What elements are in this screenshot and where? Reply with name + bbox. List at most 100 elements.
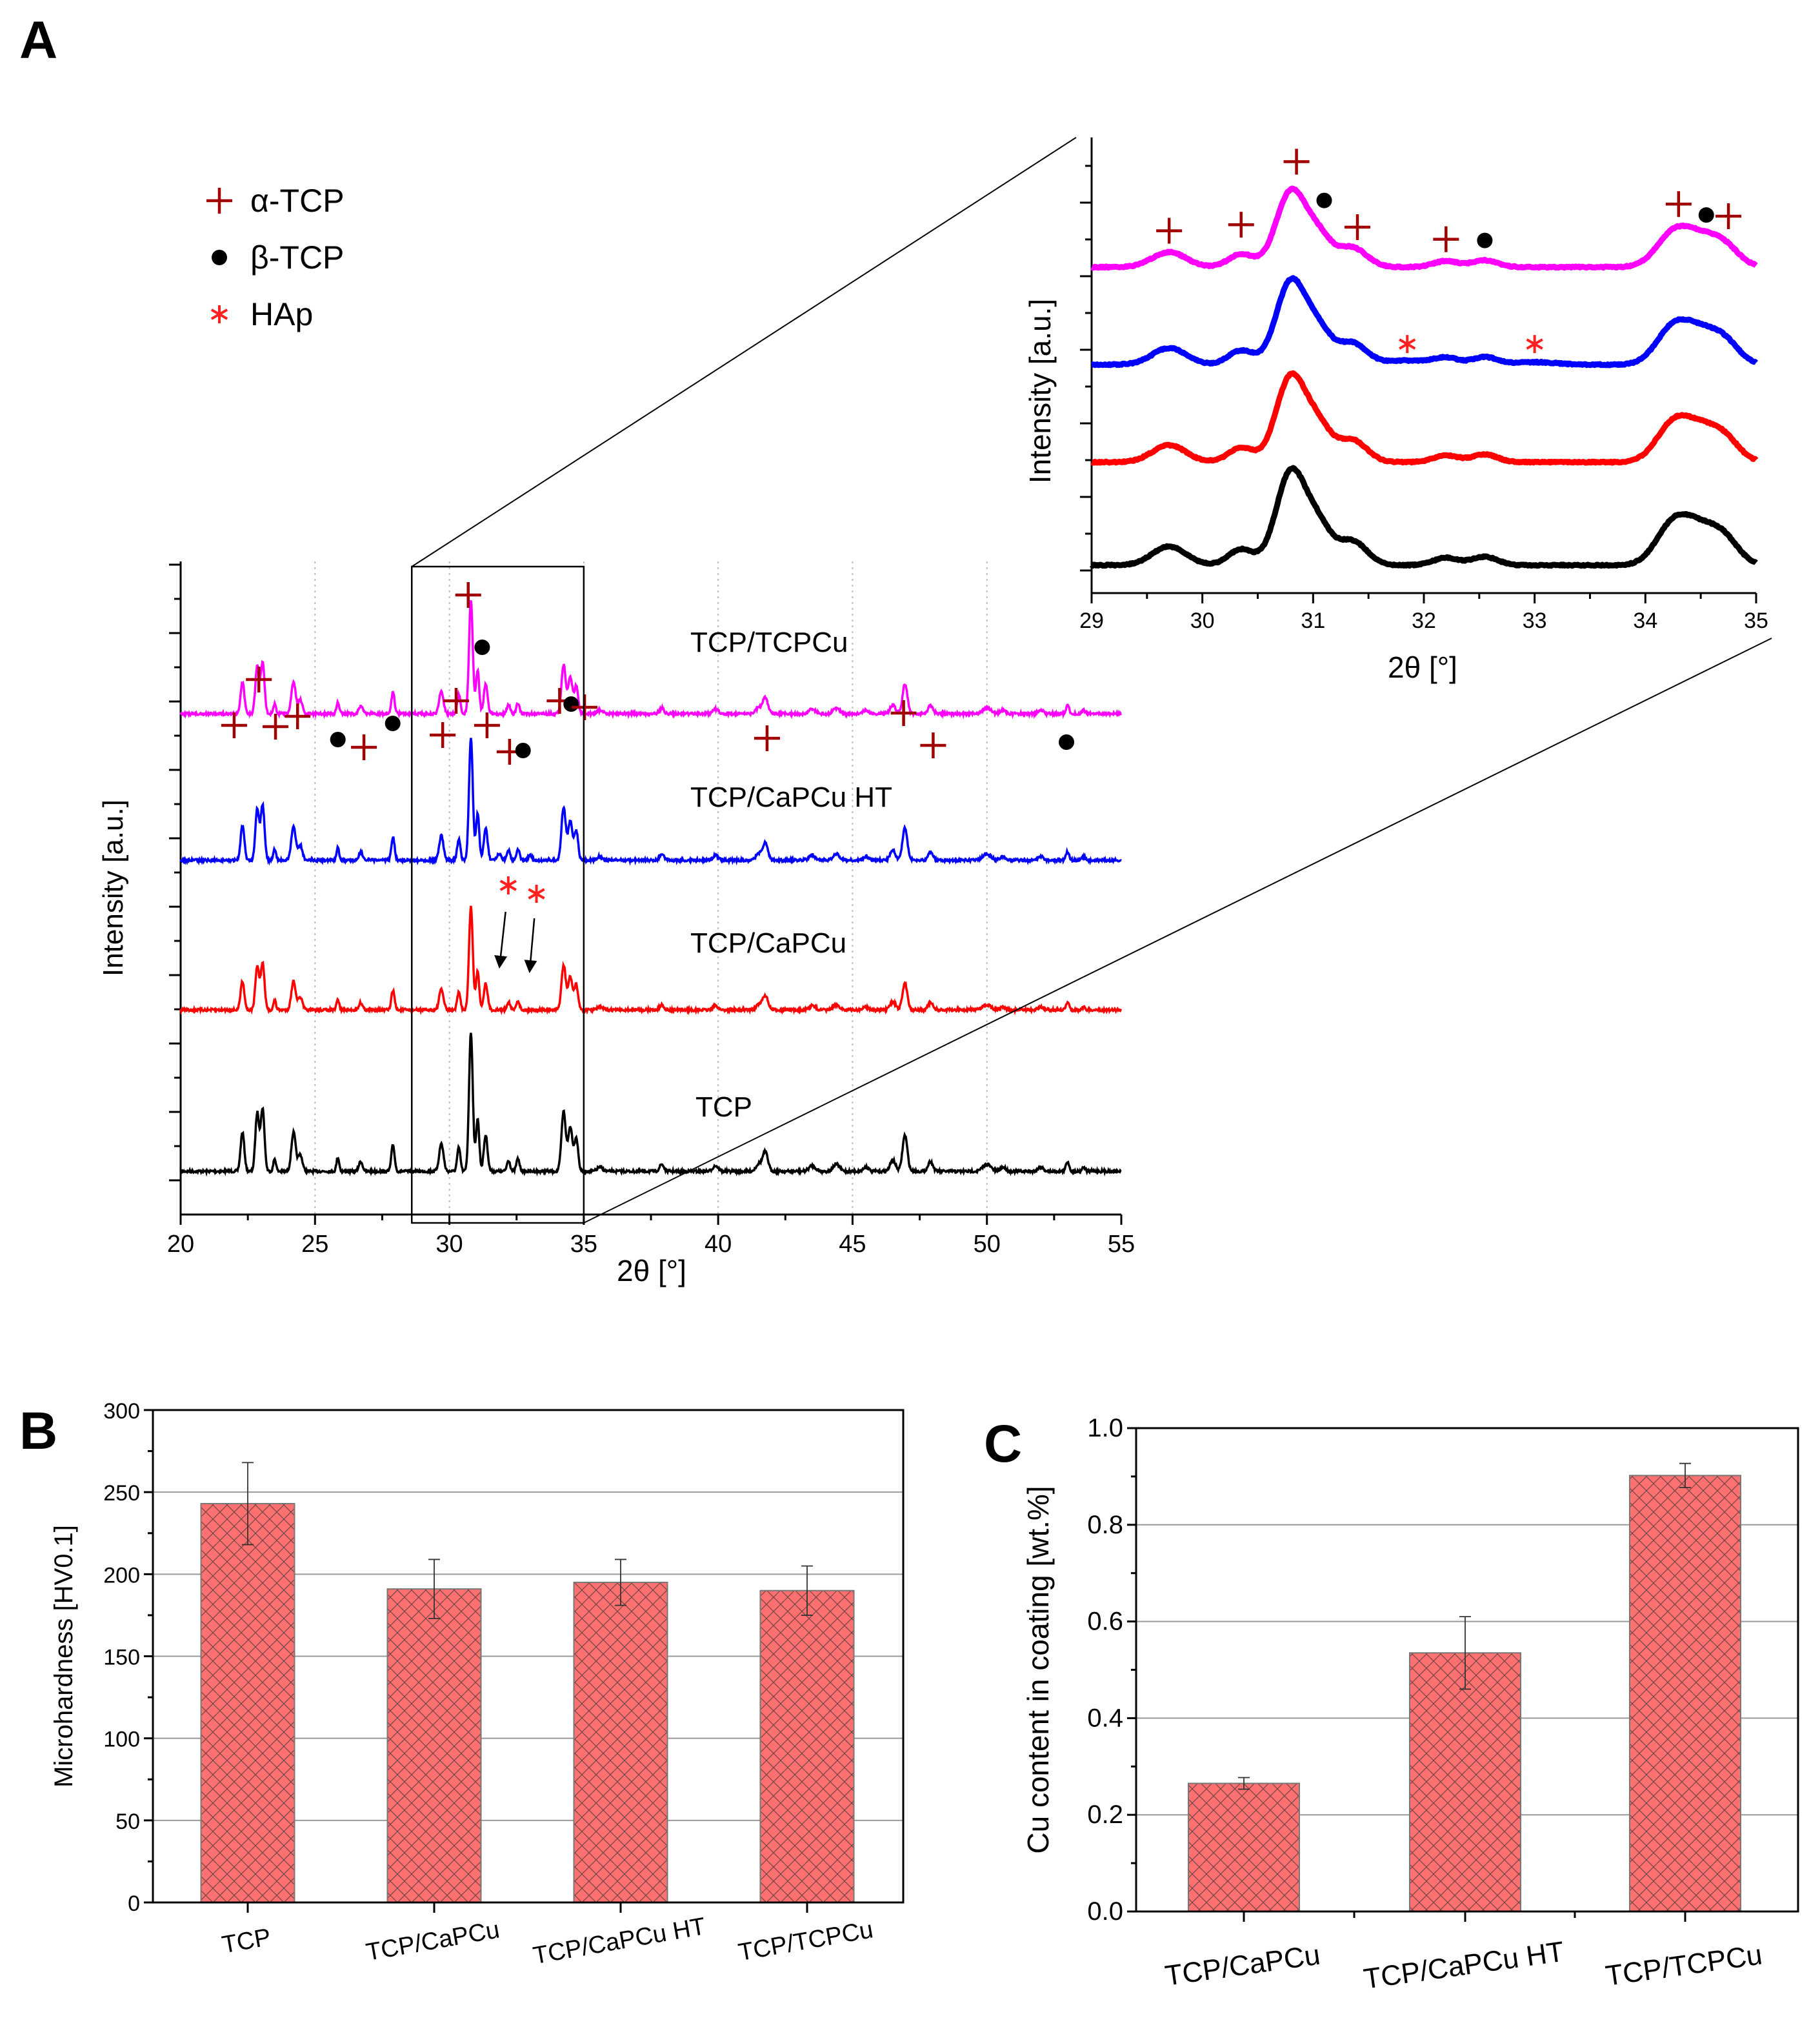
- beta-tcp-dot-marker: [385, 716, 401, 731]
- y-axis-label: Cu content in coating [wt.%]: [1021, 1486, 1055, 1853]
- zoom-connector-line: [583, 638, 1772, 1224]
- x-tick-label: TCP: [220, 1924, 273, 1959]
- beta-tcp-dot-marker: [212, 250, 227, 265]
- alpha-tcp-plus-marker: [246, 667, 272, 692]
- alpha-tcp-plus-marker: [1715, 203, 1742, 230]
- bar-tcp-capcu-ht: [573, 1582, 668, 1904]
- beta-tcp-dot-marker: [1698, 207, 1714, 223]
- y-tick-label: 0.8: [1087, 1511, 1123, 1539]
- star-stroke: [1526, 338, 1543, 350]
- alpha-tcp-plus-marker: [1433, 226, 1459, 252]
- x-tick-label: TCP/CaPCu HT: [531, 1913, 707, 1970]
- x-tick-label: 29: [1079, 609, 1104, 633]
- x-tick-label: 34: [1633, 609, 1657, 633]
- series-label: TCP/CaPCu: [690, 927, 846, 959]
- x-tick-label: 35: [570, 1231, 597, 1258]
- y-tick-label: 0.6: [1087, 1608, 1123, 1636]
- beta-tcp-dot-marker: [563, 696, 579, 712]
- alpha-tcp-plus-marker: [1283, 148, 1310, 175]
- beta-tcp-dot-marker: [1477, 232, 1493, 248]
- alpha-tcp-plus-marker: [920, 732, 946, 758]
- alpha-tcp-plus-marker: [430, 722, 456, 748]
- zoom-region-box: [411, 565, 585, 1224]
- microhardness-bar-chart: 0 50 100 150 200 250 300 TCP TCP/CaPCu TCP/CaPCu …: [50, 1399, 905, 1970]
- beta-tcp-dot-marker: [1316, 192, 1332, 208]
- xrd-inset-chart: 29 30 31 32 33 34 35 2θ [°] Intensity [a.u.]: [411, 137, 1772, 1224]
- inset-series-line-tcp-capcu: [1090, 370, 1759, 466]
- alpha-tcp-plus-marker: [1156, 217, 1183, 244]
- plot-frame: [1135, 1427, 1799, 1913]
- x-tick-label: 55: [1108, 1231, 1135, 1258]
- bar-tcp-capcu-ht: [1409, 1652, 1521, 1912]
- alpha-tcp-plus-marker: [890, 700, 917, 726]
- series-line-tcp-tcpcu: [179, 600, 1123, 720]
- x-tick-label: 30: [435, 1231, 463, 1258]
- series-line-tcp: [179, 1033, 1122, 1177]
- x-tick-label: 40: [705, 1231, 732, 1258]
- hap-star-marker: [528, 885, 545, 903]
- zoom-connector-line: [411, 137, 1077, 567]
- alpha-tcp-plus-marker: [285, 703, 311, 729]
- hap-star-marker: [1399, 335, 1416, 354]
- cu-content-bar-chart: 0.0 0.2 0.4 0.6 0.8 1.0 TCP/CaPCu TCP/CaPCu HT T…: [1021, 1414, 1799, 1995]
- star-stroke: [210, 308, 228, 320]
- alpha-tcp-plus-marker: [1228, 212, 1254, 238]
- alpha-tcp-plus-marker: [474, 712, 500, 738]
- x-tick-label: 35: [1744, 609, 1768, 633]
- alpha-tcp-plus-marker: [443, 688, 469, 714]
- series-label: TCP/TCPCu: [690, 627, 848, 658]
- y-tick-label: 0.2: [1087, 1800, 1123, 1829]
- legend-label: HAp: [250, 296, 313, 332]
- hap-star-marker: [210, 305, 228, 323]
- annotation-arrow: [494, 911, 508, 969]
- beta-tcp-dot-marker: [515, 743, 531, 758]
- x-tick-label: TCP/CaPCu HT: [1362, 1936, 1566, 1995]
- beta-tcp-dot-marker: [330, 732, 346, 747]
- alpha-tcp-plus-marker: [754, 725, 780, 751]
- y-tick-label: 0: [128, 1891, 140, 1916]
- x-tick-label: 33: [1523, 609, 1547, 633]
- y-tick-label: 50: [115, 1810, 140, 1834]
- y-tick-label: 200: [103, 1563, 140, 1588]
- y-tick-label: 0.4: [1087, 1704, 1123, 1732]
- x-axis-label: 2θ [°]: [1388, 650, 1457, 684]
- bar-tcp-tcpcu: [759, 1589, 855, 1903]
- y-tick-label: 0.0: [1087, 1897, 1123, 1926]
- series-label: TCP: [695, 1091, 752, 1123]
- x-axis-label: 2θ [°]: [617, 1254, 686, 1287]
- alpha-tcp-plus-marker: [206, 188, 232, 214]
- y-axis-label: Intensity [a.u.]: [97, 800, 129, 976]
- series-label: TCP/CaPCu HT: [690, 782, 892, 813]
- x-tick-label: 31: [1301, 609, 1325, 633]
- hap-star-marker: [1526, 335, 1543, 354]
- alpha-tcp-plus-marker: [351, 734, 377, 760]
- star-stroke: [499, 880, 517, 891]
- star-stroke: [1399, 338, 1416, 350]
- hap-star-marker: [499, 876, 517, 894]
- y-tick-label: 250: [103, 1481, 140, 1506]
- x-tick-label: 32: [1412, 609, 1436, 633]
- x-tick-label: 50: [974, 1231, 1001, 1258]
- xrd-main-chart: 20 25 30 35 40 45 50 55 2θ [°] Intensity [a.u.] TC…: [97, 183, 1135, 1287]
- alpha-tcp-plus-marker: [1665, 191, 1692, 217]
- inset-series-line-tcp-capcu-ht: [1090, 275, 1759, 368]
- inset-series-line-tcp: [1089, 465, 1758, 569]
- panel-label-b: B: [19, 1402, 57, 1460]
- y-axis-label: Intensity [a.u.]: [1023, 299, 1057, 483]
- beta-tcp-dot-marker: [1059, 734, 1075, 750]
- series-line-tcp-capcu: [179, 905, 1123, 1016]
- y-axis-label: Microhardness [HV0.1]: [50, 1525, 78, 1788]
- bar-tcp-tcpcu: [1629, 1475, 1741, 1913]
- star-stroke: [528, 888, 545, 900]
- x-tick-label: TCP/TCPCu: [1604, 1939, 1765, 1992]
- y-tick-label: 300: [103, 1399, 140, 1424]
- x-tick-label: 45: [839, 1231, 866, 1258]
- x-tick-label: 20: [167, 1231, 194, 1258]
- x-tick-label: 25: [301, 1231, 328, 1258]
- bar-tcp-capcu: [386, 1588, 482, 1904]
- alpha-tcp-plus-marker: [455, 582, 481, 608]
- bar-tcp: [200, 1502, 295, 1903]
- plot-frame: [152, 1409, 905, 1904]
- y-tick-label: 1.0: [1087, 1414, 1123, 1442]
